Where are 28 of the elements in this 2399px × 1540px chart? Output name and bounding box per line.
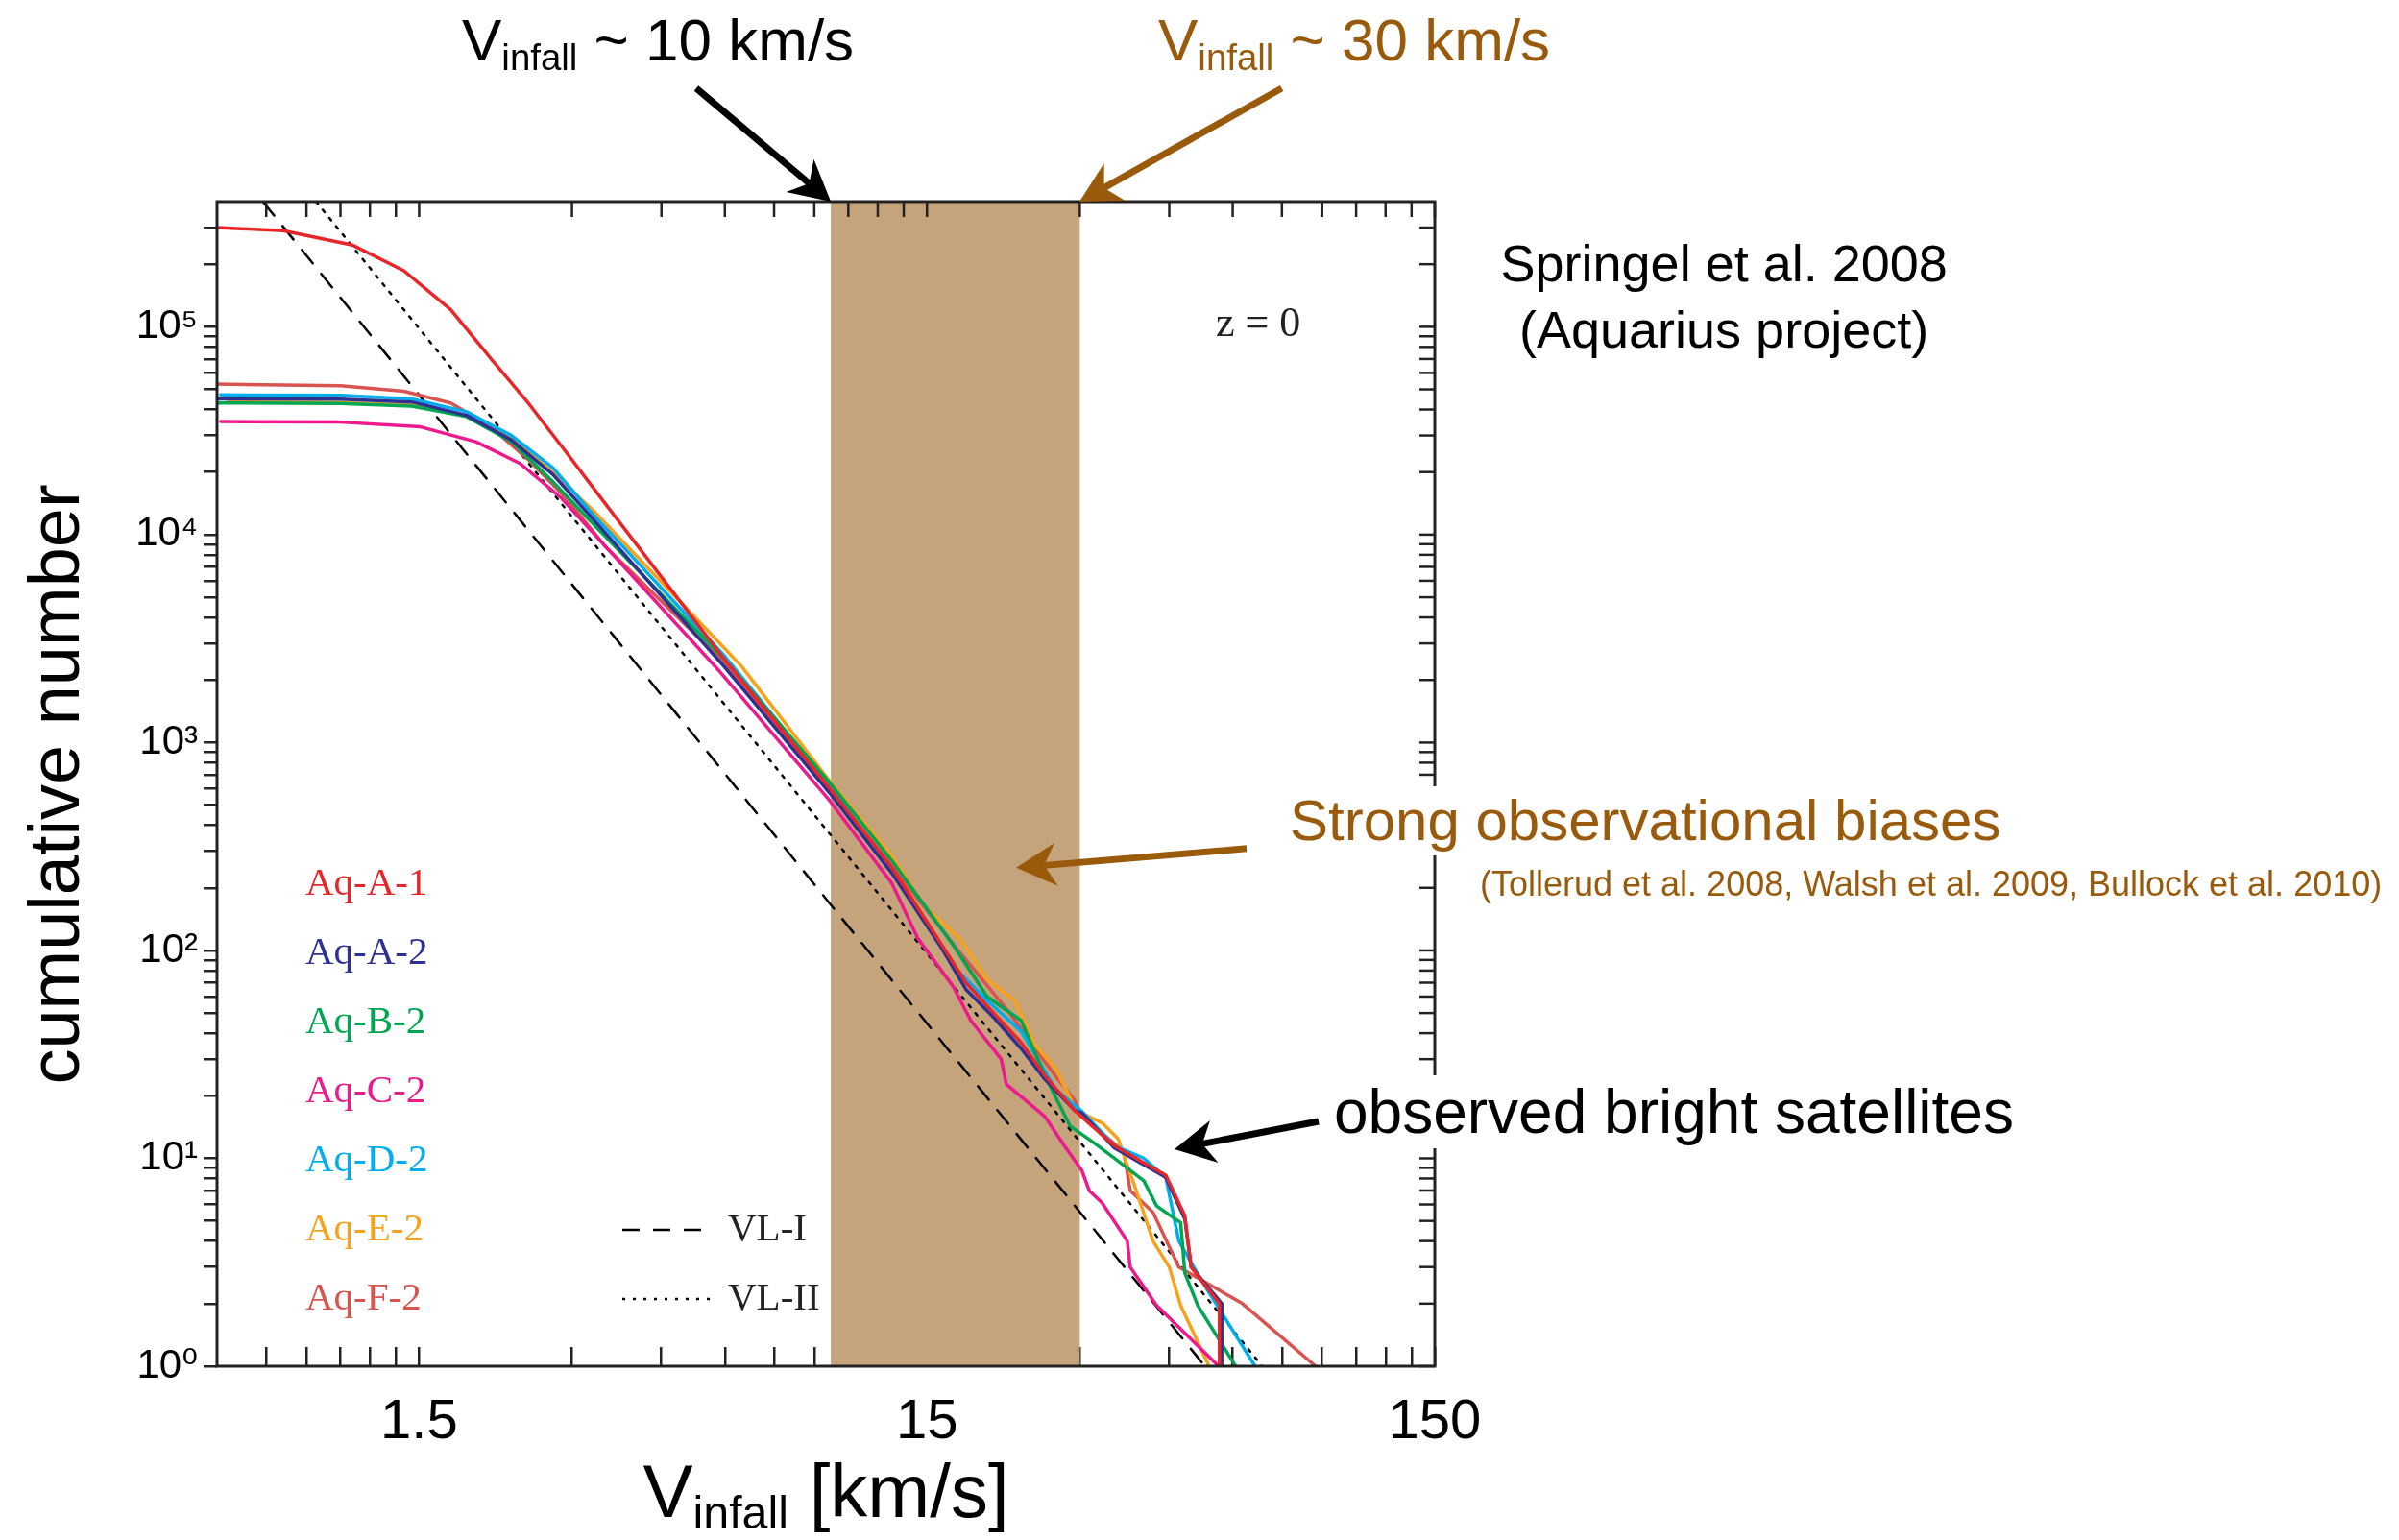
- x-tick-label: 1.5: [380, 1386, 458, 1450]
- y-tick-label: 10³: [139, 717, 199, 762]
- text: (Tollerud et al. 2008, Walsh et al. 2009, Bullock et al. 2010): [1480, 864, 2383, 903]
- annotation: V$_{infall}$ ~ 10 km/s: [462, 7, 855, 78]
- text: Aq-D-2: [305, 1135, 428, 1180]
- text: Aq-A-2: [305, 927, 428, 973]
- text: Aq-F-2: [305, 1273, 422, 1318]
- x-tick-label: 150: [1388, 1386, 1482, 1450]
- y-tick-label: 10⁵: [135, 301, 198, 347]
- y-tick-label: 10¹: [139, 1133, 199, 1179]
- annotation: z = 0: [1216, 299, 1301, 346]
- text: Aq-A-1: [305, 858, 428, 903]
- y-tick-label: 10⁰: [136, 1340, 198, 1386]
- x-axis-title: V$_{infall}$ [km/s]: [642, 1448, 1009, 1538]
- text: (Aquarius project): [1519, 301, 1929, 358]
- y-tick-label: 10²: [139, 925, 199, 971]
- y-axis-title: cumulative number: [13, 483, 94, 1085]
- x-tick-label: 15: [895, 1386, 958, 1450]
- annotation: observed bright satellites: [1326, 1075, 2022, 1148]
- legend-label: VL-II: [728, 1273, 820, 1318]
- text: Aq-B-2: [305, 997, 426, 1042]
- text: Aq-E-2: [305, 1204, 424, 1249]
- annotation: Strong observational biases: [1282, 786, 2009, 855]
- y-tick-label: 10⁴: [135, 509, 198, 555]
- annotation: V$_{infall}$ ~ 30 km/s: [1158, 7, 1551, 78]
- text: Springel et al. 2008: [1500, 234, 1948, 292]
- legend-label: VL-I: [728, 1204, 807, 1249]
- text: Aq-C-2: [305, 1066, 426, 1111]
